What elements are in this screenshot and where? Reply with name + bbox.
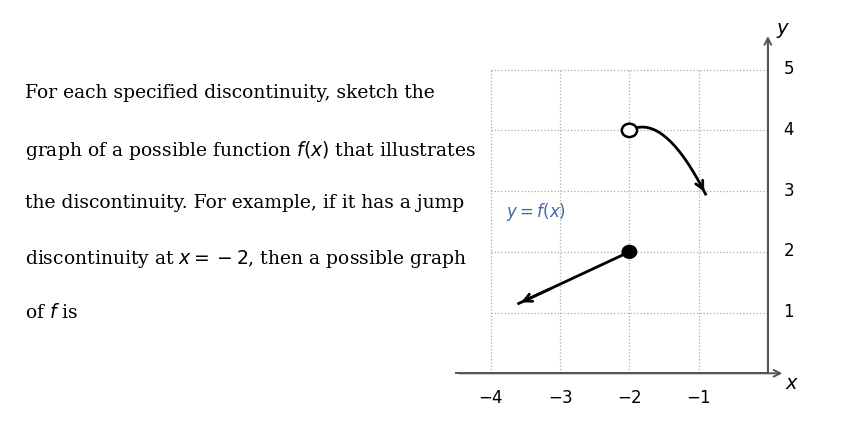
Text: For each specified discontinuity, sketch the: For each specified discontinuity, sketch… — [25, 84, 435, 102]
Text: $2$: $2$ — [783, 243, 794, 260]
Text: $-2$: $-2$ — [617, 390, 642, 407]
Text: the discontinuity. For example, if it has a jump: the discontinuity. For example, if it ha… — [25, 194, 465, 212]
Circle shape — [622, 124, 637, 137]
Text: $4$: $4$ — [783, 122, 795, 139]
Text: $y$: $y$ — [776, 21, 790, 40]
Text: $y = f(x)$: $y = f(x)$ — [506, 201, 566, 224]
Text: graph of a possible function $f(x)$ that illustrates: graph of a possible function $f(x)$ that… — [25, 139, 477, 162]
Text: $-1$: $-1$ — [686, 390, 711, 407]
Text: $x$: $x$ — [785, 375, 799, 393]
Text: $-4$: $-4$ — [478, 390, 504, 407]
Text: $5$: $5$ — [783, 61, 795, 78]
Circle shape — [622, 246, 636, 258]
Text: discontinuity at $x = -2$, then a possible graph: discontinuity at $x = -2$, then a possib… — [25, 248, 467, 270]
Text: $3$: $3$ — [783, 183, 795, 200]
Text: of $f$ is: of $f$ is — [25, 303, 79, 322]
Text: $1$: $1$ — [783, 304, 795, 321]
Text: $-3$: $-3$ — [548, 390, 572, 407]
